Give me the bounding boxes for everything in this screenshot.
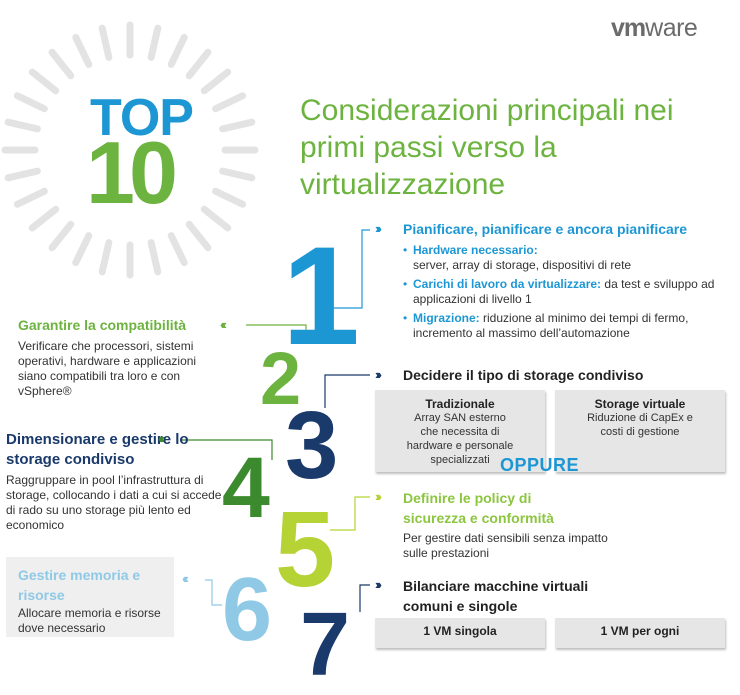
- number-2: 2: [260, 337, 302, 420]
- number-7: 7: [300, 595, 351, 695]
- sunburst-ray: [200, 68, 232, 95]
- item-6-heading: Gestire memoria e risorse: [18, 567, 141, 603]
- sunburst-ray: [185, 48, 212, 80]
- number-3: 3: [285, 392, 339, 499]
- top-label: TOP: [90, 89, 194, 147]
- sunburst-ray: [48, 220, 75, 252]
- sunburst-decoration: [1, 21, 259, 279]
- sunburst-ray: [147, 24, 162, 61]
- item-4-heading: Dimensionare e gestire lo storage condiv…: [6, 431, 189, 468]
- sunburst-ray: [28, 68, 60, 95]
- sunburst-ray: [219, 118, 256, 133]
- storage-traditional-title: Tradizionale: [425, 397, 495, 411]
- vm-single-panel: 1 VM singola: [375, 618, 545, 648]
- sunburst-ray: [4, 167, 41, 182]
- bullet-migration: Migrazione: riduzione al minimo dei temp…: [403, 311, 728, 341]
- sunburst-ray: [212, 92, 247, 113]
- item-3-heading: Decidere il tipo di storage condiviso: [403, 367, 644, 383]
- chevron-right-icon: ›››: [375, 489, 382, 504]
- vmware-logo: vmware: [611, 14, 698, 42]
- number-5: 5: [275, 488, 336, 609]
- sunburst-ray: [98, 24, 113, 61]
- sunburst-ray: [4, 118, 41, 133]
- bullet-hardware: Hardware necessario:server, array di sto…: [403, 243, 728, 273]
- sunburst-ray: [147, 239, 162, 276]
- vm-each-panel: 1 VM per ogni: [555, 618, 725, 648]
- vm-each-title: 1 VM per ogni: [600, 624, 680, 638]
- bullet-workloads: Carichi di lavoro da virtualizzare: da t…: [403, 277, 728, 307]
- item-4-body: Raggruppare in pool l’infrastruttura di …: [6, 473, 222, 532]
- sunburst-ray: [185, 220, 212, 252]
- item-7-heading: Bilanciare macchine virtuali comuni e si…: [403, 578, 589, 614]
- storage-virtual-title: Storage virtuale: [594, 397, 686, 411]
- number-4: 4: [222, 440, 270, 536]
- chevron-right-icon: ›››: [375, 221, 382, 236]
- item-6-panel: [6, 557, 174, 637]
- item-2-body: Verificare che processori, sistemi opera…: [18, 339, 197, 398]
- sunburst-ray: [72, 232, 93, 267]
- sunburst-ray: [200, 205, 232, 232]
- item-6-body: Allocare memoria e risorse dove necessar…: [18, 606, 161, 635]
- storage-virtual-panel: Storage virtuale Riduzione di CapEx e co…: [555, 390, 725, 472]
- item-5-body: Per gestire dati sensibili senza impatto…: [403, 531, 608, 560]
- sunburst-ray: [167, 33, 188, 68]
- chevron-left-icon: ‹‹‹: [182, 571, 189, 586]
- number-6: 6: [222, 560, 273, 660]
- sunburst-ray: [167, 232, 188, 267]
- chevron-left-icon: ‹‹‹: [220, 317, 227, 332]
- chevron-right-icon: ›››: [375, 367, 382, 382]
- storage-traditional-body: Array SAN esterno che necessita di hardw…: [406, 412, 514, 466]
- sunburst-ray: [72, 33, 93, 68]
- item-5-heading: Definire le policy di sicurezza e confor…: [403, 490, 554, 526]
- sunburst-ray: [98, 239, 113, 276]
- sunburst-ray: [48, 48, 75, 80]
- top-ten-number: 10: [86, 123, 178, 222]
- sunburst-ray: [212, 187, 247, 208]
- sunburst-ray: [28, 205, 60, 232]
- item-1-bullets: Hardware necessario:server, array di sto…: [403, 243, 728, 345]
- number-1: 1: [282, 217, 360, 374]
- item-2-heading: Garantire la compatibilità: [18, 317, 187, 333]
- chevron-left-icon: ‹‹‹: [158, 431, 165, 446]
- vm-single-title: 1 VM singola: [423, 624, 497, 638]
- or-label: OPPURE: [500, 455, 580, 475]
- storage-traditional-panel: Tradizionale Array SAN esterno che neces…: [375, 390, 545, 472]
- storage-virtual-body: Riduzione di CapEx e costi di gestione: [587, 412, 693, 438]
- item-1-heading: Pianificare, pianificare e ancora pianif…: [403, 221, 688, 237]
- sunburst-ray: [219, 167, 256, 182]
- sunburst-ray: [13, 92, 48, 113]
- page-title: Considerazioni principali nei primi pass…: [300, 94, 674, 201]
- connector-lines: [182, 229, 370, 612]
- chevron-right-icon: ›››: [375, 577, 382, 592]
- sunburst-ray: [13, 187, 48, 208]
